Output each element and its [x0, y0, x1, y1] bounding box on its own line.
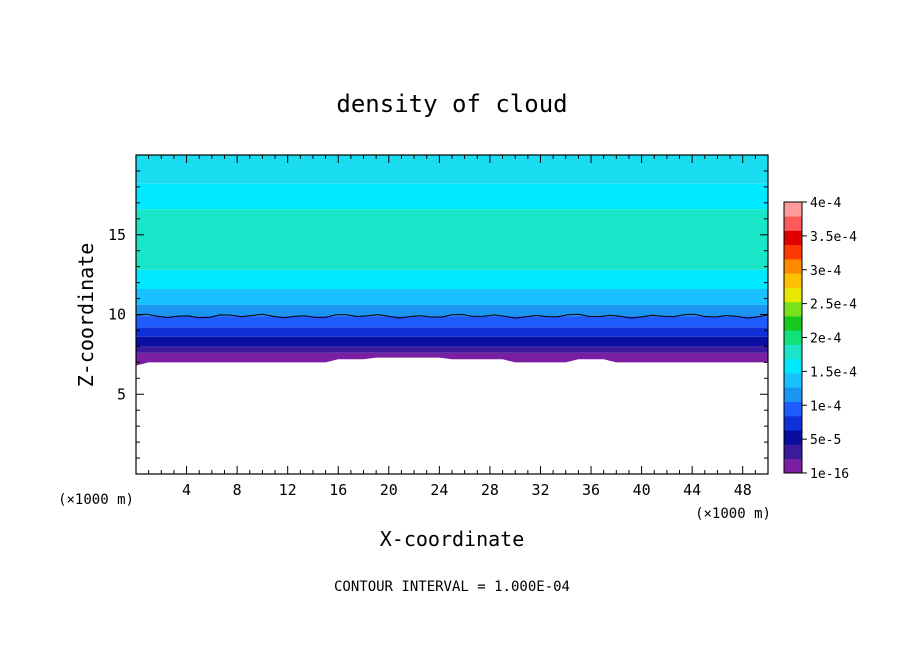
colorbar-swatch [784, 458, 802, 474]
no-cloud-region [136, 357, 768, 474]
colorbar-swatch [784, 415, 802, 431]
x-axis-label: X-coordinate [380, 527, 525, 551]
contour-band-1 [136, 346, 768, 353]
colorbar-label: 2.5e-4 [810, 298, 857, 313]
y-tick-label: 10 [108, 306, 126, 324]
contour-interval-note: CONTOUR INTERVAL = 1.000E-04 [334, 579, 570, 595]
x-tick-label: 32 [531, 481, 549, 499]
contour-band-2 [136, 336, 768, 347]
y-axis-label: Z-coordinate [74, 243, 98, 388]
colorbar-swatch [784, 316, 802, 331]
plot-area [135, 154, 769, 475]
contour-band-8 [136, 209, 768, 270]
x-axis: 4 8 12 16 20 24 28 32 36 40 44 48 [148, 155, 756, 499]
colorbar-label: 1.5e-4 [810, 365, 857, 380]
colorbar: 1e-16 5e-5 1e-4 1.5e-4 2e-4 2.5e-4 3e-4 3.5e-4 4… [783, 196, 857, 482]
contour-band-10 [136, 155, 768, 184]
contour-band-4 [136, 316, 768, 328]
colorbar-label: 3.5e-4 [810, 230, 857, 245]
x-tick-label: 20 [380, 481, 398, 499]
contour-band-3 [136, 327, 768, 337]
x-tick-label: 28 [481, 481, 499, 499]
y-tick-label: 5 [117, 385, 126, 403]
colorbar-label: 3e-4 [810, 264, 841, 279]
colorbar-swatch [784, 259, 802, 274]
colorbar-label: 4e-4 [810, 196, 841, 211]
colorbar-swatch [784, 401, 802, 417]
x-tick-label: 12 [279, 481, 297, 499]
colorbar-label: 5e-5 [810, 433, 841, 448]
contour-band-6 [136, 288, 768, 305]
contour-band-7 [136, 269, 768, 289]
colorbar-swatch [784, 301, 802, 317]
colorbar-swatch [784, 330, 802, 345]
colorbar-swatch [784, 202, 802, 217]
x-tick-label: 24 [430, 481, 448, 499]
chart-title: density of cloud [336, 90, 567, 118]
colorbar-swatch [784, 287, 802, 303]
y-axis: 5 10 15 [108, 170, 768, 459]
x-tick-label: 8 [233, 481, 242, 499]
colorbar-swatch [784, 216, 802, 231]
y-tick-label: 15 [108, 226, 126, 244]
x-unit-label-right: (×1000 m) [695, 506, 771, 522]
colorbar-swatch [784, 273, 802, 288]
x-unit-label-left: (×1000 m) [58, 492, 134, 508]
colorbar-swatch [784, 244, 802, 260]
contour-line [135, 313, 769, 319]
colorbar-swatch [784, 387, 802, 402]
x-tick-label: 44 [683, 481, 701, 499]
x-tick-label: 40 [633, 481, 651, 499]
x-tick-label: 4 [182, 481, 191, 499]
contour-band-9 [136, 183, 768, 210]
colorbar-swatch [784, 344, 802, 360]
colorbar-swatch [784, 358, 802, 374]
colorbar-swatch [784, 230, 802, 246]
x-tick-label: 36 [582, 481, 600, 499]
x-tick-label: 16 [329, 481, 347, 499]
colorbar-swatch [784, 373, 802, 388]
colorbar-label: 1e-4 [810, 399, 841, 414]
colorbar-label: 1e-16 [810, 467, 849, 482]
contour-band-5 [136, 304, 768, 317]
colorbar-swatch [784, 444, 802, 460]
x-tick-label: 48 [734, 481, 752, 499]
colorbar-label: 2e-4 [810, 332, 841, 347]
colorbar-swatch [784, 430, 802, 445]
